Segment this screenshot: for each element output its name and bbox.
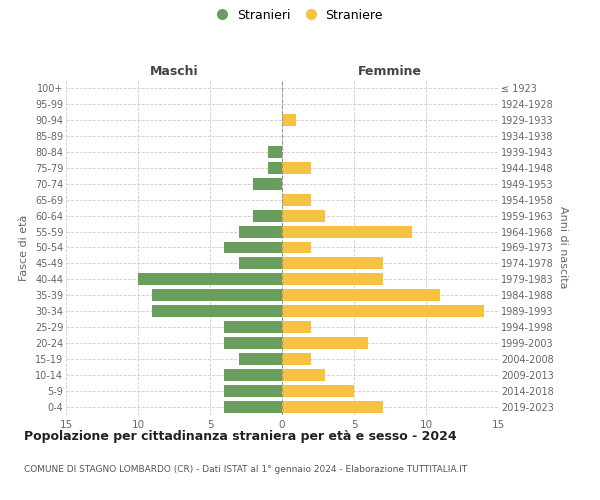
Bar xyxy=(224,401,282,413)
Bar xyxy=(268,162,282,173)
Bar xyxy=(282,226,412,237)
Bar xyxy=(253,178,282,190)
Bar xyxy=(282,337,368,349)
Bar xyxy=(282,385,354,397)
Text: Maschi: Maschi xyxy=(149,64,199,78)
Bar xyxy=(253,210,282,222)
Text: Femmine: Femmine xyxy=(358,64,422,78)
Bar xyxy=(152,290,282,302)
Bar xyxy=(224,369,282,381)
Bar xyxy=(282,162,311,173)
Bar xyxy=(239,258,282,270)
Bar xyxy=(224,322,282,333)
Bar xyxy=(268,146,282,158)
Bar xyxy=(282,114,296,126)
Bar xyxy=(282,306,484,318)
Text: COMUNE DI STAGNO LOMBARDO (CR) - Dati ISTAT al 1° gennaio 2024 - Elaborazione TU: COMUNE DI STAGNO LOMBARDO (CR) - Dati IS… xyxy=(24,465,467,474)
Bar xyxy=(282,290,440,302)
Bar xyxy=(152,306,282,318)
Bar xyxy=(224,385,282,397)
Bar xyxy=(282,353,311,365)
Text: Popolazione per cittadinanza straniera per età e sesso - 2024: Popolazione per cittadinanza straniera p… xyxy=(24,430,457,443)
Bar xyxy=(282,258,383,270)
Legend: Stranieri, Straniere: Stranieri, Straniere xyxy=(215,6,386,24)
Bar xyxy=(224,242,282,254)
Bar xyxy=(282,274,383,285)
Bar xyxy=(239,226,282,237)
Bar xyxy=(282,322,311,333)
Y-axis label: Anni di nascita: Anni di nascita xyxy=(557,206,568,288)
Bar xyxy=(282,369,325,381)
Bar xyxy=(282,242,311,254)
Bar xyxy=(282,401,383,413)
Bar xyxy=(138,274,282,285)
Bar xyxy=(224,337,282,349)
Bar xyxy=(282,210,325,222)
Y-axis label: Fasce di età: Fasce di età xyxy=(19,214,29,280)
Bar xyxy=(239,353,282,365)
Bar xyxy=(282,194,311,205)
